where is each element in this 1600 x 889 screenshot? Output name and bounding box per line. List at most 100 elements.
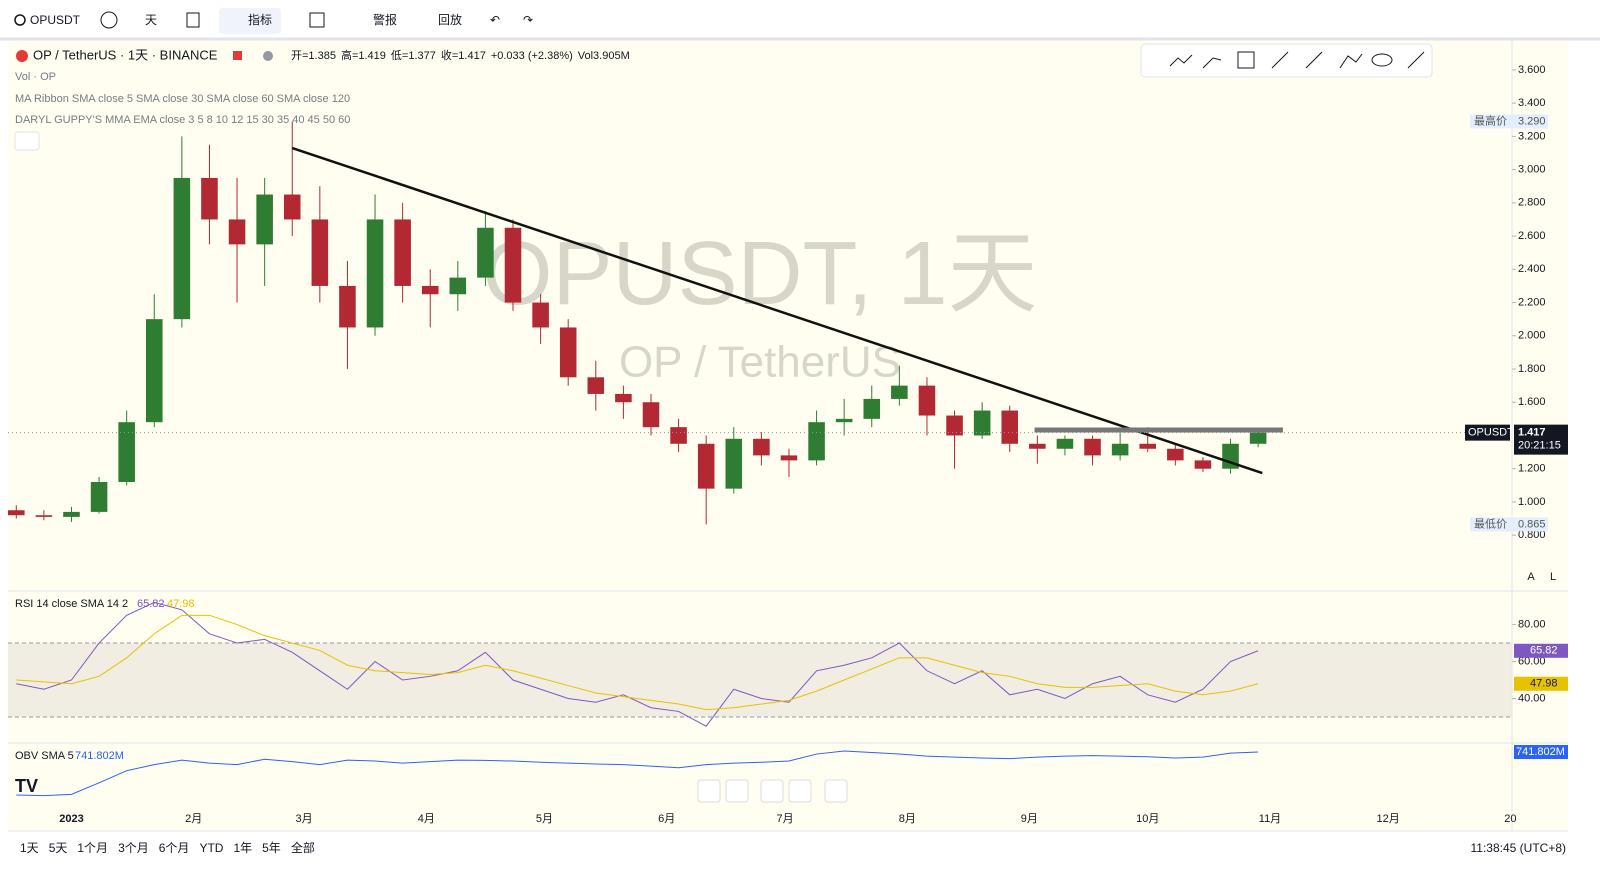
watermark: OPUSDT, 1天: [482, 224, 1037, 324]
indicators[interactable]: 指标: [248, 12, 272, 27]
candle-body: [256, 194, 273, 245]
alert[interactable]: 警报: [373, 12, 397, 27]
candle-body: [1056, 438, 1074, 449]
layouts[interactable]: [309, 12, 325, 28]
price-tag-countdown: 20:21:15: [1518, 440, 1561, 452]
range-button[interactable]: 5天: [49, 841, 68, 855]
redo[interactable]: ↷: [523, 13, 533, 27]
indicator-line: [16, 750, 1259, 797]
interval[interactable]: 天: [145, 13, 157, 27]
range-button[interactable]: 1天: [20, 841, 39, 855]
watermark-sub: OP / TetherUS: [619, 338, 901, 387]
flag[interactable]: [233, 51, 242, 60]
indicators-button-bg[interactable]: [219, 8, 281, 34]
reset[interactable]: [824, 779, 848, 803]
candle-body: [780, 455, 798, 461]
price-tag-bg: [1465, 424, 1510, 441]
candle-body: [283, 194, 301, 220]
x-tick-label: 9月: [1021, 813, 1038, 825]
ohlc-value: +0.033 (+2.38%): [491, 50, 573, 62]
price-tag-value: 1.417: [1518, 427, 1546, 439]
scroll-left[interactable]: [760, 779, 784, 803]
x-tick-label: 7月: [777, 813, 794, 825]
candle-body: [90, 481, 108, 512]
candle-body: [1249, 432, 1267, 444]
symbol-logo: [16, 50, 28, 62]
range-button[interactable]: 全部: [291, 840, 315, 855]
price-tag-box: [1514, 424, 1568, 455]
candle-body: [228, 219, 246, 245]
ohlc-value: 收=1.417: [441, 48, 486, 62]
log-scale[interactable]: L: [1550, 571, 1556, 583]
candle-body: [918, 385, 936, 416]
range-button[interactable]: YTD: [199, 841, 223, 855]
range-button[interactable]: 6个月: [159, 841, 190, 855]
y-tick-label: 3.600: [1518, 64, 1546, 76]
ohlc-value: 低=1.377: [391, 49, 436, 62]
y-tick-label: 80.00: [1518, 618, 1546, 630]
zoom-out[interactable]: [697, 779, 721, 803]
range-button[interactable]: 5年: [262, 841, 281, 855]
candle-body: [477, 227, 494, 278]
ohlc-value: Vol3.905M: [578, 50, 630, 62]
indicator-line: [16, 614, 1259, 711]
y-tick-label: 60.00: [1518, 655, 1546, 667]
x-tick-label: 11月: [1259, 813, 1281, 825]
y-tick-label: 1.800: [1518, 363, 1546, 375]
range-button[interactable]: 3个月: [118, 841, 149, 855]
extreme-tag-label: 最低价: [1474, 517, 1507, 530]
y-tick-label: 1.000: [1518, 496, 1546, 508]
x-tick-label: 3月: [296, 813, 313, 825]
search-icon[interactable]: [14, 14, 26, 26]
candle-body: [1084, 438, 1101, 456]
drawing-toolbar: [1140, 43, 1433, 78]
candle-body: [118, 422, 135, 482]
x-tick-label: 8月: [899, 813, 916, 825]
replay[interactable]: 回放: [438, 12, 462, 27]
y-tick-label: 1.200: [1518, 463, 1546, 475]
drawing-tools[interactable]: [1169, 51, 1425, 69]
candle-body: [1001, 410, 1019, 444]
candle-body: [1029, 443, 1046, 449]
candle-body: [615, 393, 632, 403]
candle-body: [201, 177, 218, 220]
trendline: [291, 146, 1263, 475]
candle-body: [63, 511, 80, 517]
indicator-line: [16, 601, 1259, 727]
range-button[interactable]: 1年: [233, 841, 252, 855]
y-tick-label: 2.800: [1518, 197, 1546, 209]
y-tick-label: 1.600: [1518, 396, 1546, 408]
candle-body: [339, 285, 356, 328]
candle-body: [559, 327, 577, 378]
collapse-button[interactable]: [14, 131, 40, 151]
rsi-title: RSI 14 close SMA 14 2: [15, 598, 128, 610]
chart-type[interactable]: [186, 12, 200, 28]
y-tick-label: 3.000: [1518, 164, 1546, 176]
last-value-label: 741.802M: [1516, 746, 1565, 758]
ohlc-value: 开=1.385: [291, 50, 336, 62]
extreme-tag-value: 3.290: [1518, 115, 1546, 127]
undo[interactable]: ↶: [490, 13, 500, 27]
x-tick-label: 2023: [59, 813, 83, 825]
x-tick-label: 20: [1504, 813, 1516, 825]
auto-scale[interactable]: A: [1527, 571, 1535, 583]
indicator-legend: MA Ribbon SMA close 5 SMA close 30 SMA c…: [15, 93, 350, 105]
candle-body: [697, 443, 715, 489]
y-tick-label: 2.200: [1518, 296, 1546, 308]
status: [263, 51, 273, 61]
range-button[interactable]: 1个月: [77, 841, 108, 855]
y-tick-label: 2.600: [1518, 230, 1546, 242]
candle-body: [173, 177, 191, 320]
y-tick-label: 0.800: [1518, 529, 1546, 541]
x-tick-label: 2月: [185, 813, 202, 825]
candle-body: [366, 219, 384, 328]
add-symbol[interactable]: [100, 11, 118, 29]
y-tick-label: 3.400: [1518, 97, 1546, 109]
symbol[interactable]: OPUSDT: [30, 13, 81, 27]
last-value-tag: [1514, 643, 1568, 658]
scroll-right[interactable]: [788, 779, 812, 803]
legend-value: 65.82: [137, 598, 165, 610]
tv-logo: TV: [15, 776, 38, 796]
zoom-in[interactable]: [725, 779, 749, 803]
